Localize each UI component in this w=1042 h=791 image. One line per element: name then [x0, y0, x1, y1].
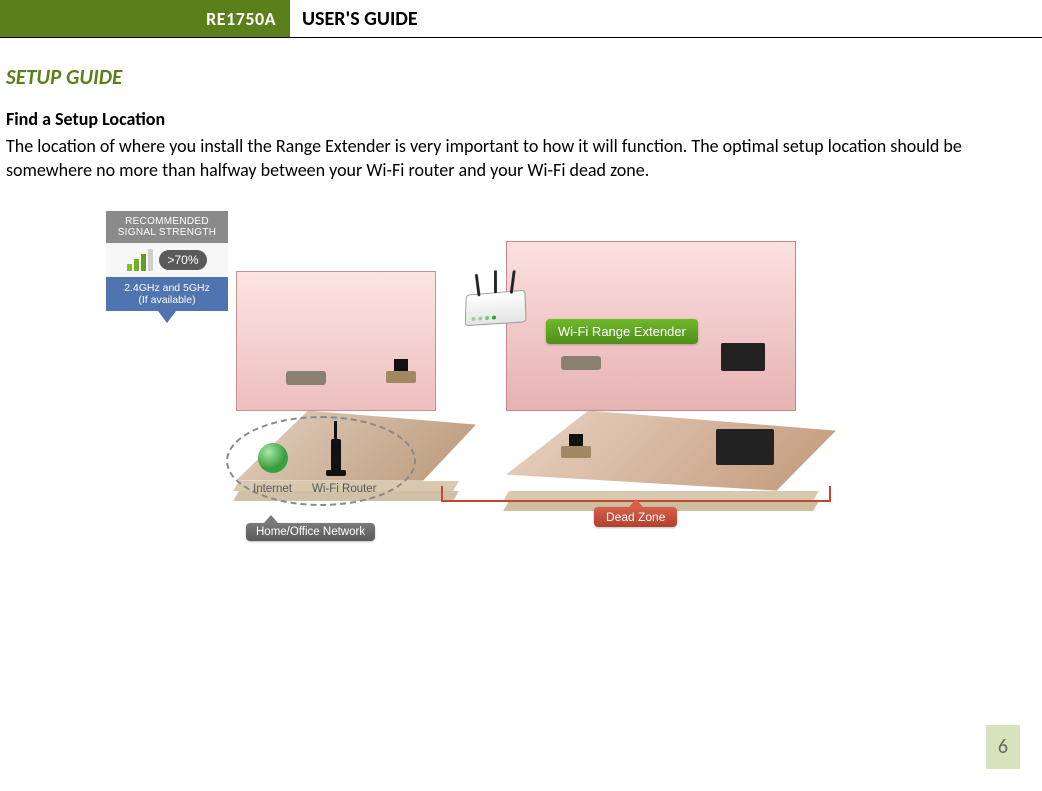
- signal-bands-text: 2.4GHz and 5GHz: [124, 282, 210, 294]
- model-number: RE1750A: [206, 8, 276, 30]
- desk-icon: [386, 371, 416, 383]
- desk-icon: [561, 446, 591, 458]
- signal-bands: 2.4GHz and 5GHz (If available): [106, 277, 228, 311]
- page-number: 6: [986, 725, 1020, 769]
- doc-title: USER'S GUIDE: [290, 0, 418, 37]
- down-arrow-icon: [158, 311, 176, 323]
- signal-heading: RECOMMENDED SIGNAL STRENGTH: [106, 211, 228, 243]
- deadzone-label: Dead Zone: [594, 507, 677, 527]
- signal-strength-box: RECOMMENDED SIGNAL STRENGTH >70% 2.4GHz …: [106, 211, 228, 323]
- setup-diagram: RECOMMENDED SIGNAL STRENGTH >70% 2.4GHz …: [106, 211, 886, 561]
- internet-label: Internet: [253, 483, 292, 495]
- model-tab: RE1750A: [0, 0, 290, 37]
- page-content: SETUP GUIDE Find a Setup Location The lo…: [0, 38, 1042, 561]
- network-label: Home/Office Network: [246, 523, 375, 541]
- internet-globe-icon: [258, 443, 288, 473]
- signal-heading-line2: SIGNAL STRENGTH: [118, 227, 217, 238]
- signal-heading-line1: RECOMMENDED: [125, 216, 209, 227]
- tv-icon: [716, 429, 774, 465]
- section-subheading: Find a Setup Location: [6, 108, 1032, 130]
- page-header: RE1750A USER'S GUIDE: [0, 0, 1042, 38]
- monitor-icon: [569, 434, 583, 446]
- section-body: The location of where you install the Ra…: [6, 134, 1032, 183]
- signal-bars-icon: [127, 249, 153, 271]
- router-icon: [331, 439, 341, 473]
- router-label: Wi-Fi Router: [312, 483, 377, 495]
- signal-mid: >70%: [106, 243, 228, 277]
- section-title: SETUP GUIDE: [6, 64, 1032, 90]
- couch-icon: [561, 356, 601, 370]
- house-right: [506, 241, 836, 501]
- tv-icon: [721, 343, 765, 371]
- couch-icon: [286, 371, 326, 385]
- signal-bands-note: (If available): [138, 294, 195, 306]
- signal-percent: >70%: [159, 250, 206, 270]
- extender-icon: [465, 289, 527, 325]
- monitor-icon: [394, 359, 408, 371]
- extender-label: Wi-Fi Range Extender: [546, 319, 698, 344]
